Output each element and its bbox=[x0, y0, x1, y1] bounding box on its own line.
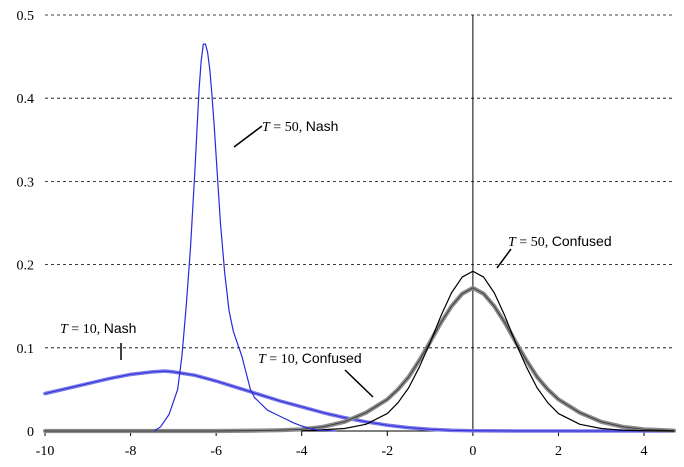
annotation-t50-confused: T = 50, Confused bbox=[508, 233, 612, 250]
x-tick-label-7: 4 bbox=[641, 444, 648, 459]
series-t-50-confused bbox=[301, 270, 675, 432]
x-tick-label-0: -10 bbox=[36, 444, 55, 459]
series-line-2-stroke-0 bbox=[301, 270, 675, 432]
x-tick-label-6: 2 bbox=[555, 444, 562, 459]
annotation-t50-nash: T = 50, Nash bbox=[262, 118, 338, 135]
y-tick-label-5: 0.5 bbox=[17, 9, 35, 24]
series-line-0-stroke-0 bbox=[153, 43, 337, 432]
x-tick-label-5: 0 bbox=[469, 444, 476, 459]
x-tick-label-3: -4 bbox=[296, 444, 308, 459]
series-layer bbox=[42, 43, 677, 434]
annotation-leader-t50-nash bbox=[233, 125, 263, 148]
annotation-t10-confused: T = 10, Confused bbox=[258, 350, 362, 367]
y-tick-label-1: 0.1 bbox=[17, 342, 35, 357]
annotation-t10-nash: T = 10, Nash bbox=[60, 320, 136, 337]
y-tick-label-3: 0.3 bbox=[17, 175, 35, 190]
y-tick-label-0: 0 bbox=[27, 425, 34, 440]
y-tick-label-4: 0.4 bbox=[17, 92, 35, 107]
series-t-10-confused bbox=[42, 285, 677, 434]
series-t-10-nash bbox=[43, 369, 676, 433]
series-line-3-stroke-1 bbox=[44, 287, 675, 432]
annotation-leader-t50-confused bbox=[496, 248, 512, 269]
x-tick-label-4: -2 bbox=[381, 444, 393, 459]
series-t-50-nash bbox=[153, 43, 337, 432]
annotation-layer: T = 50, Nash T = 50, Confused T = 10, Na… bbox=[60, 118, 612, 398]
y-tick-label-2: 0.2 bbox=[17, 259, 35, 274]
annotation-leader-t10-confused bbox=[344, 369, 374, 398]
x-tick-label-1: -8 bbox=[125, 444, 137, 459]
x-tick-label-2: -6 bbox=[210, 444, 222, 459]
grid-layer bbox=[45, 14, 674, 349]
series-line-1-stroke-1 bbox=[44, 370, 675, 432]
series-line-1-stroke-0 bbox=[43, 369, 676, 433]
